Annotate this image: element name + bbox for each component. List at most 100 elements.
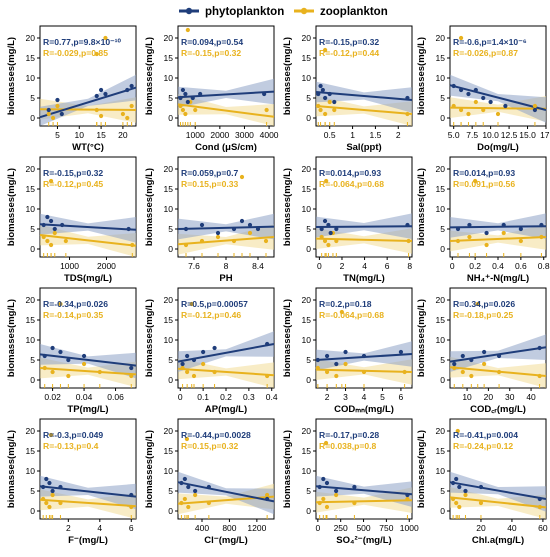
phytoplankton-regression-line [449, 481, 547, 500]
phytoplankton-point [129, 492, 134, 498]
zooplankton-point [537, 373, 542, 379]
zooplankton-point [481, 107, 486, 113]
x-tick-label: 7.5 [466, 130, 478, 140]
phytoplankton-point [42, 353, 47, 359]
y-tick-label: 15 [302, 184, 312, 194]
x-axis-label: Sal(ppt) [346, 142, 381, 153]
zooplankton-point [478, 500, 484, 506]
y-tick-label: 0 [440, 375, 445, 385]
y-axis-label: biomasses(mg/L) [416, 299, 427, 377]
y-tick-label: 10 [164, 335, 174, 345]
zooplankton-stat: R=-0.029,p=0.85 [43, 48, 108, 58]
zooplankton-point [324, 178, 329, 184]
phytoplankton-regression-line [449, 225, 547, 229]
y-tick-label: 20 [302, 426, 312, 436]
x-tick-label: 1000 [60, 261, 79, 271]
phytoplankton-stat: R=-0.44,p=0.0028 [181, 430, 251, 440]
phytoplankton-regression-line [177, 90, 275, 99]
zooplankton-point [120, 111, 126, 117]
x-axis-label: TN(mg/L) [343, 273, 385, 284]
y-tick-label: 15 [436, 53, 446, 63]
phytoplankton-point [334, 226, 339, 232]
phytoplankton-confidence-band [178, 78, 274, 108]
phytoplankton-point [501, 222, 506, 228]
phytoplankton-confidence-band [40, 344, 136, 379]
phytoplankton-confidence-band [316, 475, 412, 507]
x-tick-label: 5 [380, 392, 385, 402]
phytoplankton-point [518, 226, 523, 232]
zooplankton-point [495, 111, 501, 117]
phytoplankton-point [180, 361, 185, 367]
zooplankton-point [81, 361, 87, 367]
zooplankton-point [97, 369, 102, 375]
phytoplankton-point [320, 87, 325, 93]
x-tick-label: 6 [399, 392, 404, 402]
phytoplankton-point [193, 488, 198, 494]
x-tick-label: 3000 [235, 130, 254, 140]
phytoplankton-point [179, 480, 184, 486]
x-tick-label: 17. [540, 130, 550, 140]
zooplankton-point [182, 496, 187, 502]
zooplankton-confidence-band [178, 358, 274, 388]
phytoplankton-point [352, 484, 357, 490]
phytoplankton-point [532, 107, 538, 113]
x-tick-label: 20 [118, 130, 128, 140]
zooplankton-point [405, 111, 410, 117]
panel-11: 0 5 10 15 20 2 3 4 5 6 CODₘₙ(mg/L) biomasses(mg/L) R… [282, 287, 413, 415]
x-tick-label: 0.4 [266, 392, 278, 402]
y-tick-label: 10 [302, 73, 312, 83]
zooplankton-point [475, 301, 480, 307]
y-tick-label: 15 [302, 446, 312, 456]
zooplankton-point [265, 373, 270, 379]
phytoplankton-point [451, 83, 456, 89]
zooplankton-point [183, 242, 189, 248]
panel-3: 0 5 10 15 20 0.5 1 1.5 2 Sal(ppt) biomasses(mg/L) R… [282, 25, 413, 153]
zooplankton-point [334, 492, 339, 498]
phytoplankton-point [539, 222, 544, 228]
panel-6: 0 5 10 15 20 7.6 8 8.4 PH biomasses(mg/L) R=0.059,… [144, 156, 275, 284]
zooplankton-stat: R=-0.14,p=0.35 [43, 310, 103, 320]
y-tick-label: 20 [302, 295, 312, 305]
y-tick-label: 15 [436, 315, 446, 325]
y-tick-label: 5 [30, 486, 35, 496]
phytoplankton-point [59, 111, 64, 117]
y-tick-label: 15 [436, 446, 446, 456]
zooplankton-point [334, 373, 339, 379]
phytoplankton-stat: R=0.059,p=0.7 [181, 168, 239, 178]
phytoplankton-point [537, 496, 542, 502]
phytoplankton-regression-line [315, 225, 413, 228]
y-axis-label: biomasses(mg/L) [416, 37, 427, 115]
zooplankton-point [199, 238, 205, 244]
x-tick-label: 2 [325, 392, 330, 402]
zooplankton-point [455, 238, 461, 244]
phytoplankton-stat: R=0.77,p=9.8×10⁻¹⁰ [43, 37, 122, 47]
zooplankton-point [532, 103, 538, 109]
phytoplankton-point [473, 87, 478, 93]
zooplankton-point [406, 238, 411, 244]
y-tick-label: 15 [302, 315, 312, 325]
phytoplankton-regression-line [39, 353, 137, 367]
y-tick-label: 5 [440, 355, 445, 365]
zooplankton-point [450, 496, 456, 502]
phytoplankton-point [324, 353, 330, 359]
x-tick-label: 0.1 [197, 392, 209, 402]
zooplankton-point [473, 178, 478, 184]
x-tick-label: 1000 [186, 130, 205, 140]
phytoplankton-regression-line [315, 91, 413, 101]
zooplankton-stat: R=-0.18,p=0.25 [453, 310, 513, 320]
phytoplankton-point [343, 349, 348, 355]
panel-10: 0 5 10 15 20 0 0.1 0.2 0.3 0.4 AP(mg/L) biomasses(m… [144, 287, 278, 415]
zooplankton-point [466, 111, 471, 117]
panel-4: 0 5 10 15 20 5.0 7.5 10.012.515.0 17. Do(mg/L) bio… [416, 25, 550, 153]
zooplankton-point [189, 301, 194, 307]
zooplankton-point [343, 361, 348, 367]
phytoplankton-point [332, 99, 337, 105]
phytoplankton-point [405, 492, 410, 498]
zooplankton-point [454, 500, 459, 506]
phytoplankton-point [265, 496, 270, 502]
zooplankton-point [264, 107, 269, 113]
phytoplankton-stat: R=-0.41,p=0.004 [453, 430, 518, 440]
y-tick-label: 0 [306, 244, 311, 254]
